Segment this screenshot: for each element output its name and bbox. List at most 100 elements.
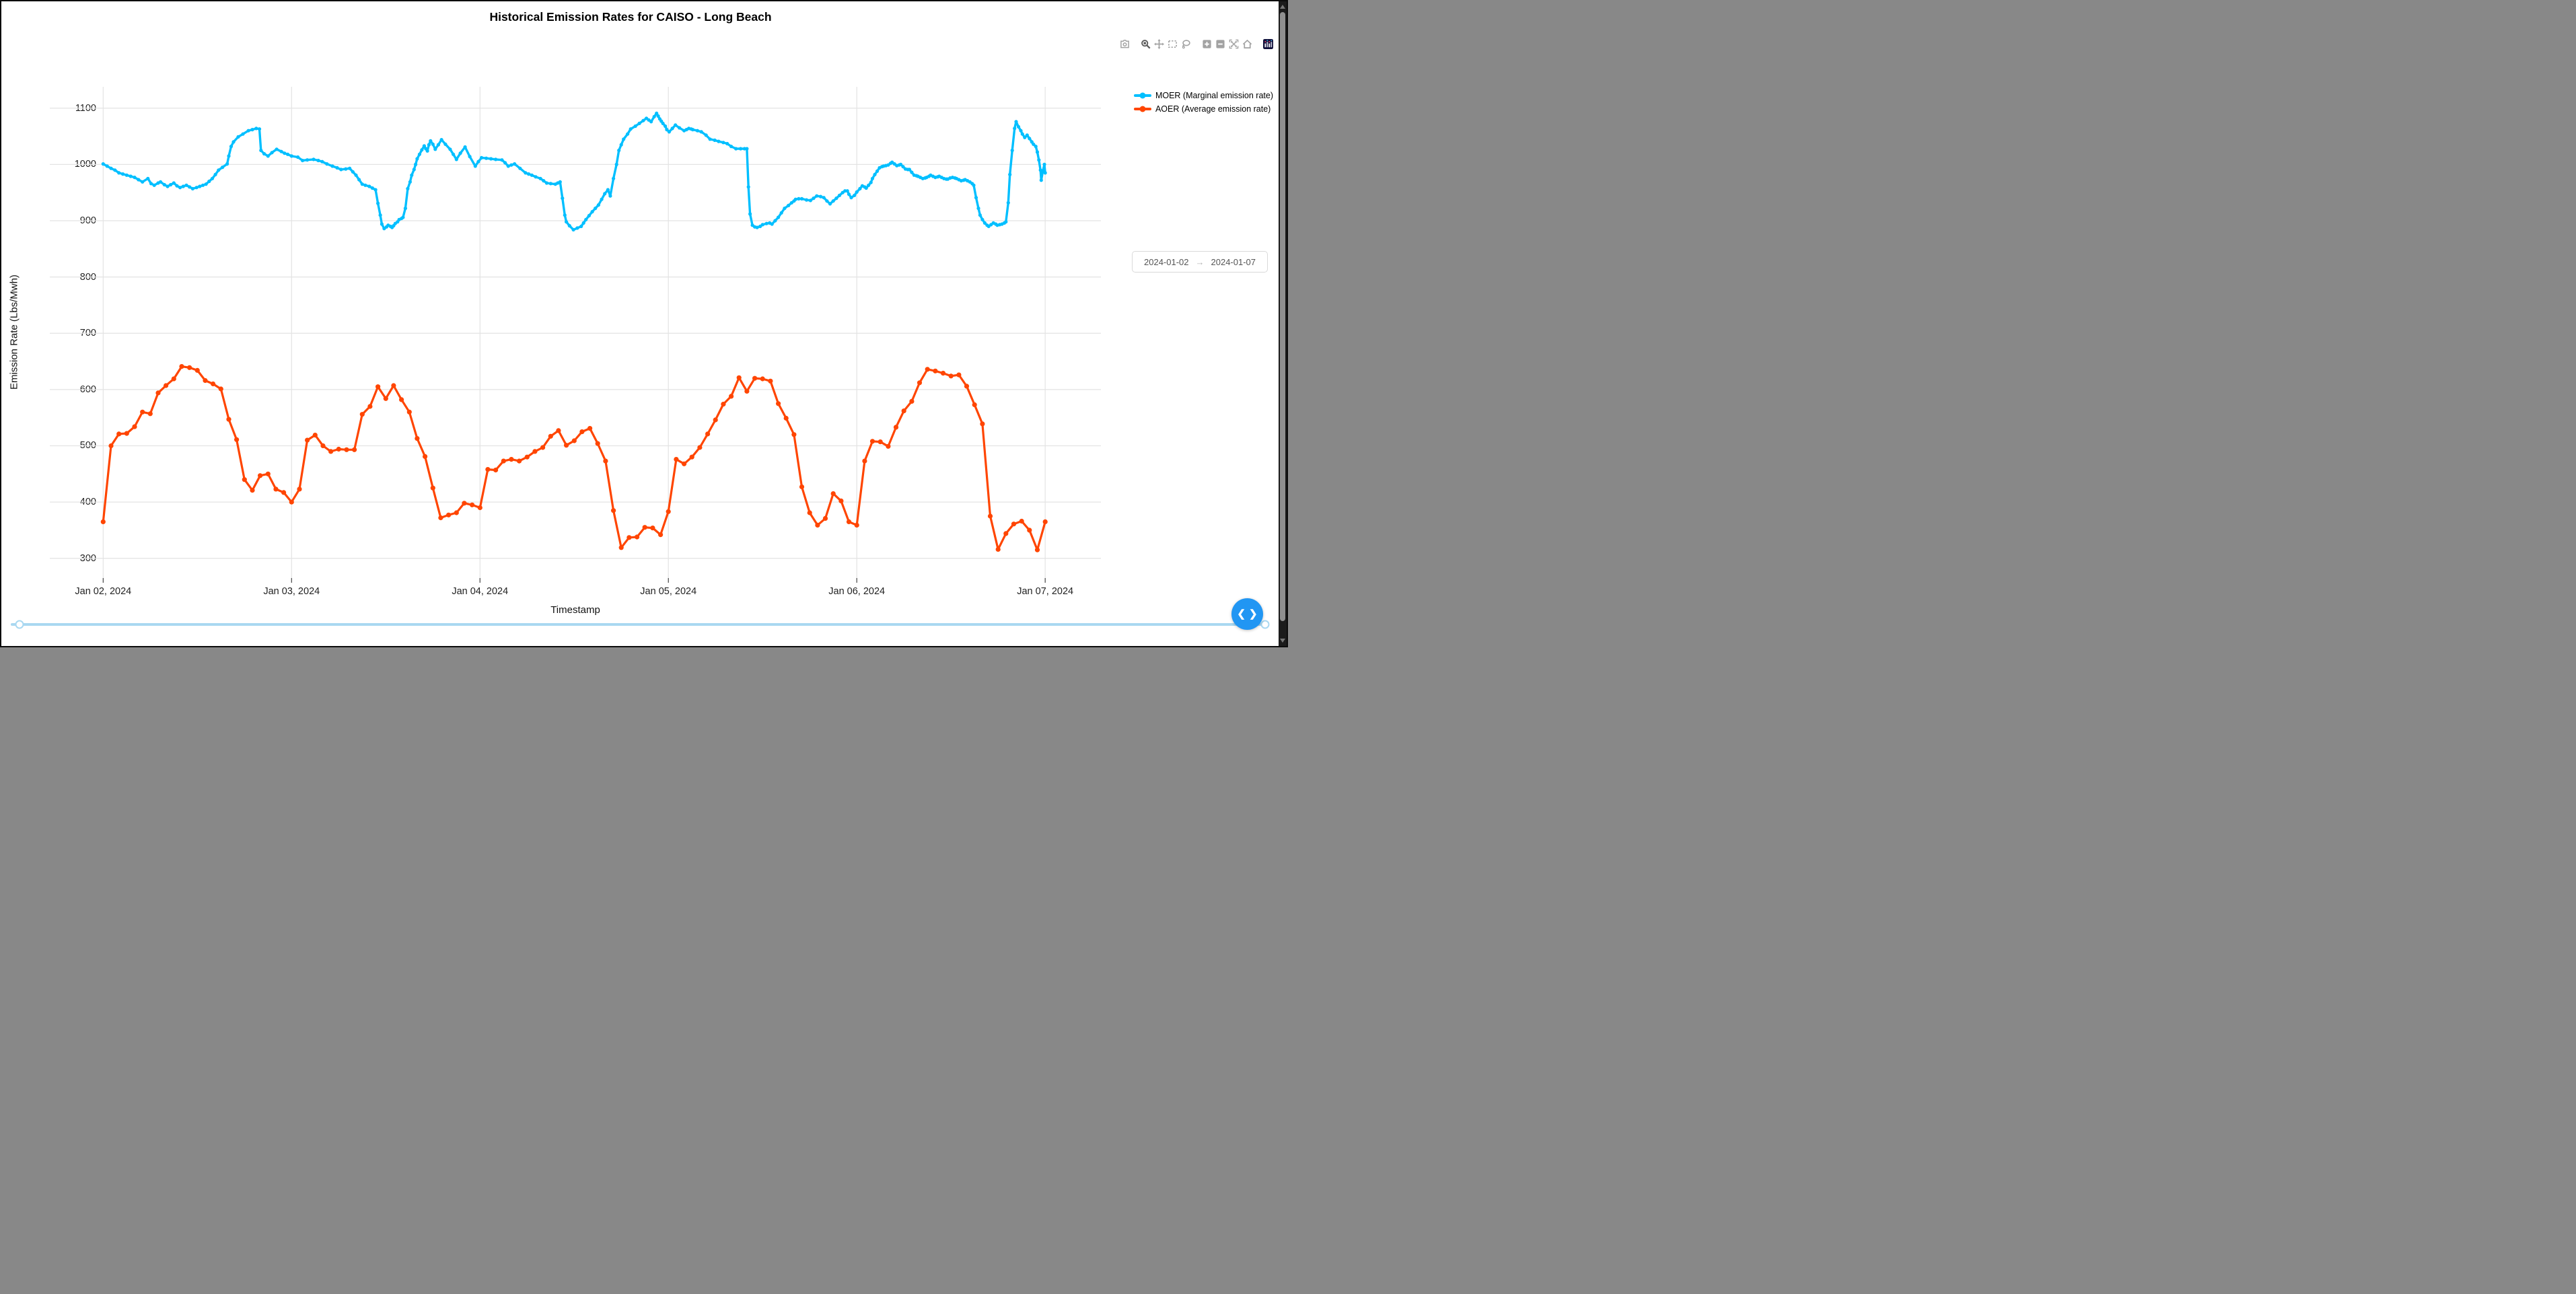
data-point-marker: [175, 184, 179, 188]
data-point-marker: [542, 179, 546, 183]
data-point-marker: [725, 141, 729, 146]
data-point-marker: [501, 458, 506, 464]
data-point-marker: [837, 193, 842, 197]
data-point-marker: [667, 130, 672, 134]
zoom-icon[interactable]: [1141, 39, 1151, 49]
data-point-marker: [433, 147, 437, 151]
box-select-icon[interactable]: [1168, 39, 1178, 49]
arrow-right-icon: →: [1195, 256, 1205, 267]
data-point-marker: [864, 186, 868, 190]
data-point-marker: [1006, 201, 1010, 205]
data-point-marker: [262, 151, 266, 156]
lasso-select-icon[interactable]: [1181, 39, 1191, 49]
chevron-right-icon: ❯: [1249, 608, 1258, 620]
data-point-marker: [534, 175, 538, 179]
data-point-marker: [579, 429, 585, 435]
data-point-marker: [1039, 178, 1043, 182]
data-point-marker: [101, 162, 105, 166]
data-point-marker: [652, 114, 656, 118]
data-point-marker: [704, 133, 708, 137]
data-point-marker: [330, 164, 334, 168]
data-point-marker: [664, 124, 668, 129]
slider-handle-left[interactable]: [15, 620, 24, 629]
data-point-marker: [414, 162, 418, 166]
data-point-marker: [561, 196, 565, 201]
data-point-marker: [236, 135, 240, 139]
data-point-marker: [116, 431, 122, 437]
pan-navigation-button[interactable]: ❮ ❯: [1231, 598, 1263, 630]
data-point-marker: [1019, 129, 1023, 133]
date-range-end[interactable]: 2024-01-07: [1211, 256, 1256, 267]
data-point-marker: [259, 148, 263, 153]
data-point-marker: [603, 192, 607, 196]
data-point-marker: [422, 144, 427, 148]
data-point-marker: [301, 158, 305, 163]
data-point-marker: [316, 158, 320, 163]
data-point-marker: [152, 183, 156, 187]
data-point-marker: [477, 505, 482, 511]
data-point-marker: [1008, 172, 1012, 176]
plotly-modebar: [1120, 39, 1273, 49]
data-point-marker: [375, 384, 381, 390]
data-point-marker: [226, 417, 231, 422]
data-point-marker: [1032, 142, 1036, 146]
data-point-marker: [629, 127, 633, 131]
data-point-marker: [689, 454, 694, 460]
data-point-marker: [283, 151, 287, 155]
data-point-marker: [213, 172, 217, 176]
timeline-slider-track[interactable]: [11, 623, 1265, 626]
legend-item-moer[interactable]: MOER (Marginal emission rate): [1133, 91, 1273, 100]
scrollbar-down-arrow-icon[interactable]: [1280, 639, 1285, 643]
scrollbar-thumb[interactable]: [1280, 12, 1285, 621]
data-point-marker: [1042, 162, 1046, 166]
date-range-start[interactable]: 2024-01-02: [1144, 256, 1189, 267]
data-point-marker: [225, 162, 229, 166]
data-point-marker: [847, 192, 851, 196]
data-point-marker: [678, 126, 682, 130]
data-point-marker: [279, 149, 283, 153]
browser-scrollbar[interactable]: [1279, 1, 1287, 646]
data-point-marker: [869, 439, 875, 444]
date-range-picker[interactable]: 2024-01-02 → 2024-01-07: [1132, 251, 1268, 273]
data-point-marker: [649, 120, 653, 124]
data-point-marker: [799, 484, 805, 490]
data-point-marker: [972, 402, 977, 408]
data-point-marker: [567, 223, 571, 228]
data-point-marker: [875, 169, 880, 173]
data-point-marker: [746, 185, 750, 189]
data-point-marker: [250, 128, 254, 132]
plotly-logo-icon[interactable]: [1263, 39, 1273, 49]
data-point-marker: [729, 394, 734, 399]
data-point-marker: [980, 217, 985, 221]
camera-icon[interactable]: [1120, 39, 1130, 49]
autoscale-icon[interactable]: [1229, 39, 1239, 49]
home-icon[interactable]: [1242, 39, 1252, 49]
data-point-marker: [793, 197, 797, 201]
zoom-in-icon[interactable]: [1202, 39, 1212, 49]
data-point-marker: [360, 182, 364, 186]
data-point-marker: [124, 431, 129, 436]
slider-handle-right[interactable]: [1260, 620, 1270, 629]
data-point-marker: [849, 196, 853, 200]
data-point-marker: [565, 220, 569, 224]
data-point-marker: [736, 375, 742, 380]
data-point-marker: [595, 441, 600, 446]
pan-icon[interactable]: [1154, 39, 1164, 49]
data-point-marker: [633, 124, 637, 129]
data-point-marker: [1042, 519, 1048, 525]
data-point-marker: [617, 148, 621, 153]
scrollbar-up-arrow-icon[interactable]: [1280, 5, 1285, 9]
data-point-marker: [901, 408, 906, 414]
data-point-marker: [873, 172, 877, 176]
data-point-marker: [974, 196, 978, 200]
page-title: Historical Emission Rates for CAISO - Lo…: [489, 10, 772, 24]
data-point-marker: [858, 186, 862, 190]
data-point-marker: [399, 397, 404, 402]
data-point-marker: [169, 182, 173, 187]
legend-item-aoer[interactable]: AOER (Average emission rate): [1133, 104, 1273, 114]
zoom-out-icon[interactable]: [1215, 39, 1225, 49]
data-point-marker: [563, 213, 567, 217]
data-point-marker: [1027, 528, 1032, 533]
plot-area[interactable]: [50, 87, 1101, 584]
data-point-marker: [808, 199, 812, 203]
